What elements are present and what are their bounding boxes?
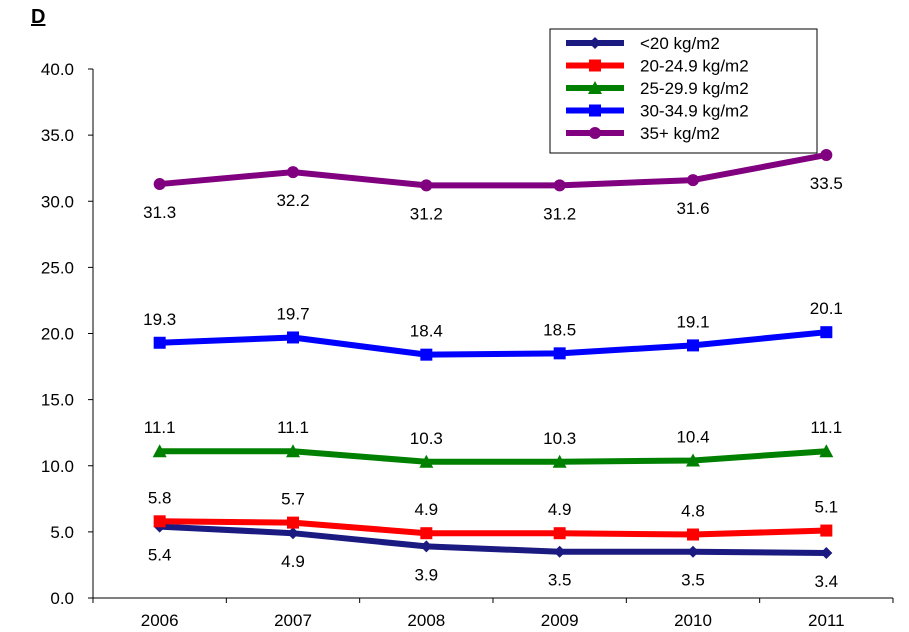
legend-marker — [589, 59, 601, 72]
data-label: 32.2 — [276, 191, 309, 210]
x-tick-label: 2010 — [674, 611, 712, 630]
data-label: 19.7 — [276, 304, 309, 323]
data-label: 18.5 — [543, 320, 576, 339]
y-tick-label: 5.0 — [50, 523, 74, 542]
y-tick-label: 15.0 — [41, 391, 74, 410]
legend-marker — [589, 104, 601, 117]
data-point — [420, 527, 433, 540]
data-point — [153, 178, 166, 191]
series-line — [159, 518, 827, 538]
data-label: 11.1 — [277, 418, 309, 437]
data-point — [419, 454, 434, 468]
x-tick-label: 2008 — [407, 611, 445, 630]
data-label: 33.5 — [810, 174, 843, 193]
x-tick-label: 2009 — [541, 611, 579, 630]
legend-label: 35+ kg/m2 — [640, 124, 720, 143]
y-tick-label: 0.0 — [50, 589, 74, 608]
data-point — [687, 545, 699, 558]
legend-label: <20 kg/m2 — [640, 34, 720, 53]
data-label: 19.3 — [143, 310, 176, 329]
legend-marker — [589, 127, 601, 139]
legend-marker — [588, 81, 602, 94]
data-label: 4.9 — [415, 500, 439, 519]
data-point — [820, 326, 833, 339]
x-tick-label: 2007 — [274, 611, 312, 630]
data-point — [820, 547, 833, 560]
data-point — [287, 166, 299, 179]
data-label: 31.2 — [410, 204, 443, 223]
data-point — [286, 444, 300, 458]
data-label: 5.7 — [281, 490, 305, 509]
data-label: 3.5 — [681, 571, 705, 590]
data-label: 4.9 — [281, 552, 305, 571]
data-label: 19.1 — [676, 312, 709, 331]
data-label: 5.4 — [148, 546, 172, 565]
data-label: 4.8 — [681, 502, 705, 521]
data-label: 5.1 — [815, 498, 839, 517]
y-tick-label: 40.0 — [41, 60, 74, 79]
legend-label: 20-24.9 kg/m2 — [640, 57, 749, 76]
data-label: 3.4 — [815, 572, 839, 591]
y-tick-label: 35.0 — [41, 126, 74, 145]
data-label: 18.4 — [410, 322, 443, 341]
data-point — [819, 444, 834, 458]
data-point — [420, 348, 433, 361]
legend-label: 30-34.9 kg/m2 — [640, 102, 749, 121]
y-tick-label: 20.0 — [41, 325, 74, 344]
x-tick-label: 2011 — [808, 611, 845, 630]
data-point — [152, 444, 167, 458]
data-point — [287, 516, 299, 529]
data-label: 3.9 — [415, 565, 439, 584]
data-label: 31.6 — [676, 199, 709, 218]
data-point — [552, 454, 567, 468]
panel-label: D — [31, 6, 46, 28]
data-label: 4.9 — [548, 500, 572, 519]
legend-marker — [589, 37, 601, 49]
data-label: 31.3 — [143, 203, 176, 222]
data-label: 10.3 — [543, 429, 576, 448]
data-point — [687, 339, 699, 352]
data-point — [287, 331, 299, 344]
data-point — [553, 179, 566, 192]
data-point — [820, 148, 833, 161]
data-point — [687, 528, 699, 541]
data-point — [420, 540, 433, 553]
data-label: 11.1 — [810, 418, 842, 437]
data-point — [153, 336, 166, 349]
data-point — [287, 527, 299, 540]
data-point — [553, 527, 566, 540]
legend-label: 25-29.9 kg/m2 — [640, 79, 749, 98]
data-point — [553, 545, 566, 558]
data-point — [686, 453, 700, 467]
data-label: 10.3 — [410, 429, 443, 448]
series-line — [159, 329, 827, 358]
series-line — [159, 152, 827, 189]
y-tick-label: 10.0 — [41, 457, 74, 476]
data-label: 31.2 — [543, 204, 576, 223]
data-point — [153, 515, 166, 528]
y-tick-label: 30.0 — [41, 192, 74, 211]
data-label: 5.8 — [148, 488, 172, 507]
data-point — [420, 179, 433, 192]
series-line — [159, 448, 827, 465]
data-point — [820, 524, 833, 537]
data-label: 20.1 — [810, 299, 843, 318]
series-line — [159, 523, 827, 557]
data-point — [553, 347, 566, 360]
data-point — [687, 174, 699, 187]
x-tick-label: 2006 — [141, 611, 179, 630]
y-tick-label: 25.0 — [41, 258, 74, 277]
data-label: 11.1 — [144, 418, 176, 437]
data-label: 10.4 — [676, 427, 709, 446]
data-label: 3.5 — [548, 571, 572, 590]
